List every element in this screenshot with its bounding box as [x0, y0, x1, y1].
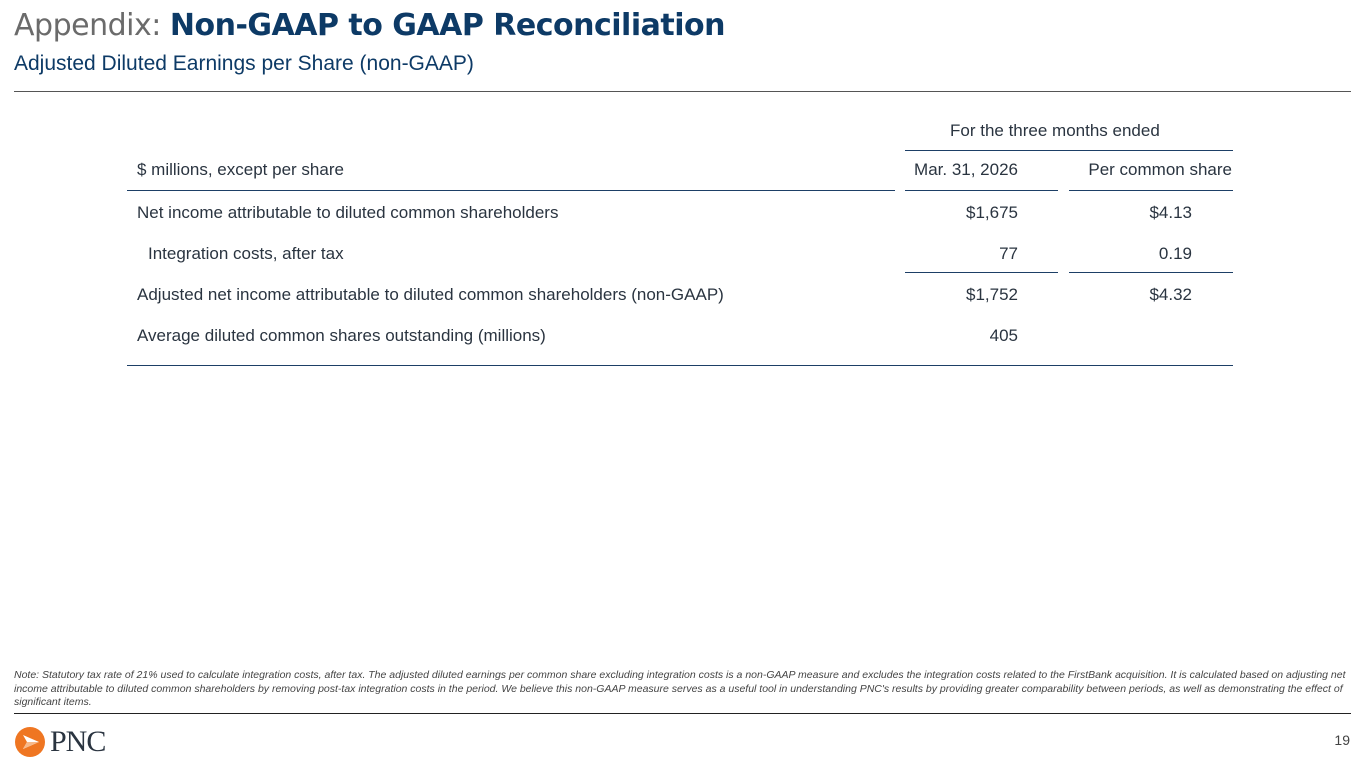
row-per-share: $4.32 — [1149, 285, 1192, 304]
pnc-triangle-icon — [15, 727, 45, 757]
row-value: 405 — [989, 326, 1018, 345]
column-header-label: $ millions, except per share — [137, 160, 344, 179]
row-label: Average diluted common shares outstandin… — [137, 326, 546, 345]
row-per-share: 0.19 — [1158, 244, 1192, 263]
page-subtitle: Adjusted Diluted Earnings per Share (non… — [14, 52, 474, 75]
footer-divider — [14, 713, 1351, 714]
divider — [905, 150, 1233, 151]
row-per-share: $4.13 — [1149, 203, 1192, 222]
divider — [127, 190, 895, 191]
title-main: Non-GAAP to GAAP Reconciliation — [169, 8, 726, 43]
title-prefix: Appendix: — [14, 8, 161, 43]
row-value: 77 — [999, 244, 1018, 263]
divider — [905, 272, 1058, 273]
footnote: Note: Statutory tax rate of 21% used to … — [14, 669, 1346, 708]
pnc-logo: PNC — [14, 725, 106, 759]
group-header: For the three months ended — [950, 121, 1160, 140]
column-header-per-share: Per common share — [1088, 160, 1232, 179]
row-label: Net income attributable to diluted commo… — [137, 203, 559, 222]
header-divider — [14, 91, 1351, 92]
table-bottom-rule — [127, 365, 1233, 366]
row-label: Integration costs, after tax — [148, 244, 344, 263]
logo-text: PNC — [50, 725, 106, 758]
row-value: $1,752 — [966, 285, 1018, 304]
column-header-value: Mar. 31, 2026 — [914, 160, 1018, 179]
divider — [905, 190, 1058, 191]
page-title: Appendix: Non-GAAP to GAAP Reconciliatio… — [14, 8, 725, 43]
page-number: 19 — [1334, 732, 1350, 748]
divider — [1069, 190, 1233, 191]
row-label: Adjusted net income attributable to dilu… — [137, 285, 724, 304]
row-value: $1,675 — [966, 203, 1018, 222]
divider — [1069, 272, 1233, 273]
